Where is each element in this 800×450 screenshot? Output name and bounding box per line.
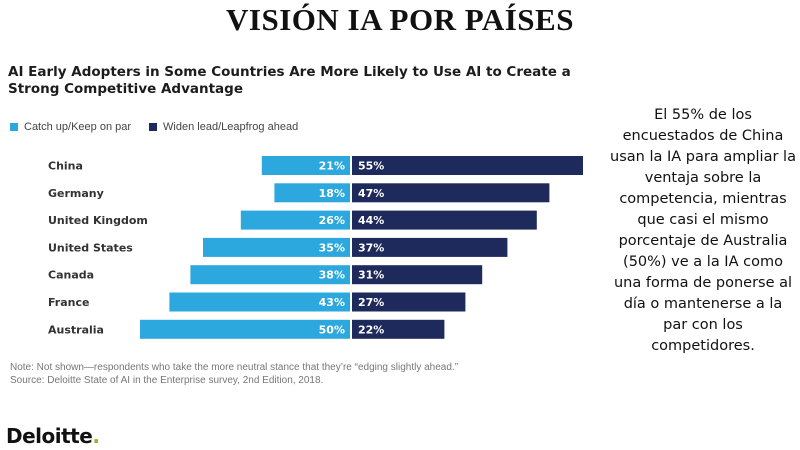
- category-label-china: China: [48, 160, 83, 173]
- deloitte-logo: Deloitte.: [6, 424, 100, 448]
- value-label-catch-up-united-states: 35%: [319, 241, 345, 254]
- bar-catch-up-canada: [190, 265, 350, 285]
- bar-widen-lead-germany: [352, 183, 550, 203]
- value-label-widen-lead-china: 55%: [358, 160, 384, 173]
- legend-label-widen-lead: Widen lead/Leapfrog ahead: [163, 121, 299, 133]
- bar-catch-up-germany: [274, 183, 350, 203]
- chart-panel: AI Early Adopters in Some Countries Are …: [0, 58, 592, 398]
- bar-widen-lead-china: [352, 156, 583, 175]
- note-line1: Note: Not shown—respondents who take the…: [10, 362, 459, 373]
- value-label-widen-lead-canada: 31%: [358, 269, 384, 282]
- category-label-united-states: United States: [48, 241, 133, 254]
- value-label-catch-up-france: 43%: [319, 296, 345, 309]
- value-label-widen-lead-germany: 47%: [358, 187, 384, 200]
- bar-catch-up-france: [169, 292, 350, 312]
- value-label-widen-lead-united-kingdom: 44%: [358, 214, 384, 227]
- chart-legend: Catch up/Keep on par Widen lead/Leapfrog…: [10, 120, 316, 134]
- category-label-france: France: [48, 296, 89, 309]
- bar-catch-up-united-states: [203, 237, 350, 257]
- bar-catch-up-china: [261, 156, 350, 175]
- chart-title: AI Early Adopters in Some Countries Are …: [8, 64, 588, 98]
- legend-swatch-catch-up: [10, 123, 18, 131]
- chart-title-line1: AI Early Adopters in Some Countries Are …: [8, 64, 571, 80]
- legend-label-catch-up: Catch up/Keep on par: [24, 121, 132, 133]
- legend-item-catch-up: Catch up/Keep on par: [10, 121, 131, 133]
- value-label-catch-up-china: 21%: [319, 160, 345, 173]
- category-label-canada: Canada: [48, 269, 94, 282]
- chart-title-line2: Strong Competitive Advantage: [8, 81, 243, 97]
- side-description: El 55% de los encuestados de China usan …: [610, 107, 796, 354]
- value-label-catch-up-australia: 50%: [319, 323, 345, 336]
- bar-widen-lead-canada: [352, 265, 483, 285]
- category-label-australia: Australia: [48, 323, 104, 336]
- value-label-catch-up-germany: 18%: [319, 187, 345, 200]
- category-label-united-kingdom: United Kingdom: [48, 214, 148, 227]
- category-label-germany: Germany: [48, 187, 104, 200]
- value-label-widen-lead-australia: 22%: [358, 323, 384, 336]
- bar-widen-lead-france: [352, 292, 466, 312]
- logo-text: Deloitte: [6, 424, 93, 448]
- value-label-catch-up-canada: 38%: [319, 269, 345, 282]
- bar-widen-lead-united-states: [352, 237, 508, 257]
- legend-item-widen-lead: Widen lead/Leapfrog ahead: [149, 121, 298, 133]
- logo-dot: .: [92, 424, 100, 448]
- bar-widen-lead-united-kingdom: [352, 210, 537, 230]
- legend-swatch-widen-lead: [149, 123, 158, 131]
- value-label-catch-up-united-kingdom: 26%: [319, 214, 345, 227]
- bar-chart: China 21% 55% Germany 18% 47% United Kingdom 26…: [48, 156, 583, 339]
- slide-title: VISIÓN IA POR PAÍSES: [226, 2, 574, 37]
- value-label-widen-lead-united-states: 37%: [358, 241, 384, 254]
- bar-catch-up-australia: [140, 319, 350, 339]
- chart-note: Note: Not shown—respondents who take the…: [10, 361, 590, 387]
- bar-catch-up-united-kingdom: [240, 210, 350, 230]
- bar-widen-lead-australia: [352, 319, 445, 339]
- value-label-widen-lead-france: 27%: [358, 296, 384, 309]
- source-line: Source: Deloitte State of AI in the Ente…: [10, 375, 324, 386]
